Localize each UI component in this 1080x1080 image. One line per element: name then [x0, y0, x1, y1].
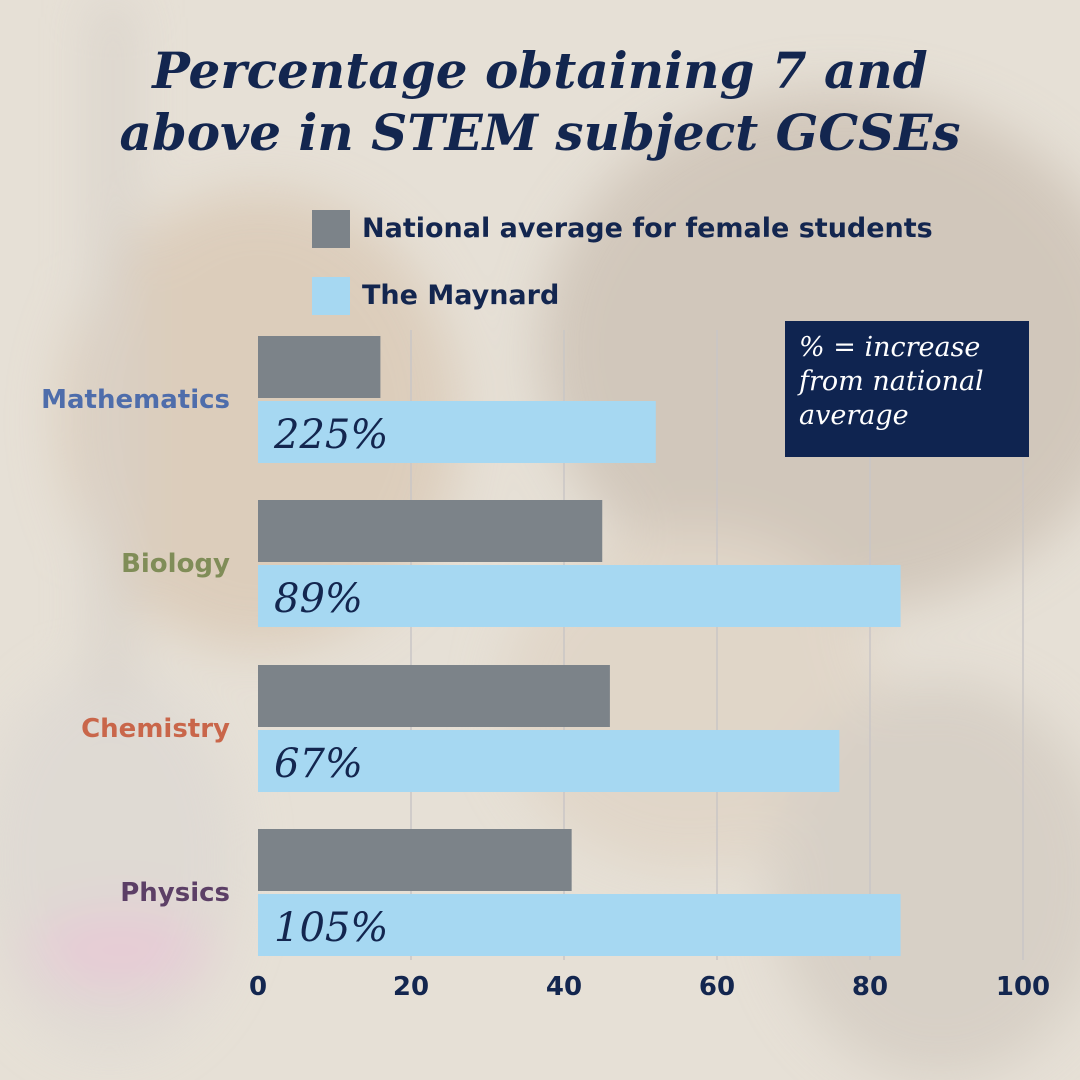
bar-the-maynard-biology — [258, 565, 901, 627]
x-tick-label-40: 40 — [546, 972, 582, 1002]
x-tick-label-60: 60 — [699, 972, 735, 1002]
increase-note-box: % = increase from national average — [785, 321, 1029, 457]
x-tick-label-20: 20 — [393, 972, 429, 1002]
bar-national-average-chemistry — [258, 665, 610, 727]
legend-label-the-maynard: The Maynard — [362, 280, 560, 311]
legend-swatch-national-average — [312, 210, 350, 248]
bar-national-average-mathematics — [258, 336, 381, 398]
chart-title-line-2: above in STEM subject GCSEs — [119, 103, 961, 162]
bar-label-increase-biology: 89% — [274, 576, 363, 622]
x-tick-label-100: 100 — [996, 972, 1050, 1002]
legend-label-national-average: National average for female students — [362, 213, 933, 244]
bar-national-average-biology — [258, 500, 603, 562]
x-tick-label-80: 80 — [852, 972, 888, 1002]
x-tick-label-0: 0 — [249, 972, 267, 1002]
bar-the-maynard-chemistry — [258, 730, 840, 792]
bar-label-increase-chemistry: 67% — [274, 741, 363, 787]
increase-note-text: % = increase from national average — [799, 332, 984, 431]
bar-the-maynard-physics — [258, 894, 901, 956]
bar-label-increase-mathematics: 225% — [273, 412, 388, 458]
category-label-mathematics: Mathematics — [41, 385, 230, 415]
chart-title-line-1: Percentage obtaining 7 and — [152, 41, 928, 100]
bar-the-maynard-mathematics — [258, 401, 656, 463]
bar-national-average-physics — [258, 829, 572, 891]
legend-swatch-the-maynard — [312, 277, 350, 315]
category-label-biology: Biology — [121, 549, 230, 579]
category-label-chemistry: Chemistry — [81, 714, 230, 744]
chart-title: Percentage obtaining 7 and above in STEM… — [0, 40, 1080, 164]
category-label-physics: Physics — [120, 878, 230, 908]
bar-label-increase-physics: 105% — [274, 905, 388, 951]
